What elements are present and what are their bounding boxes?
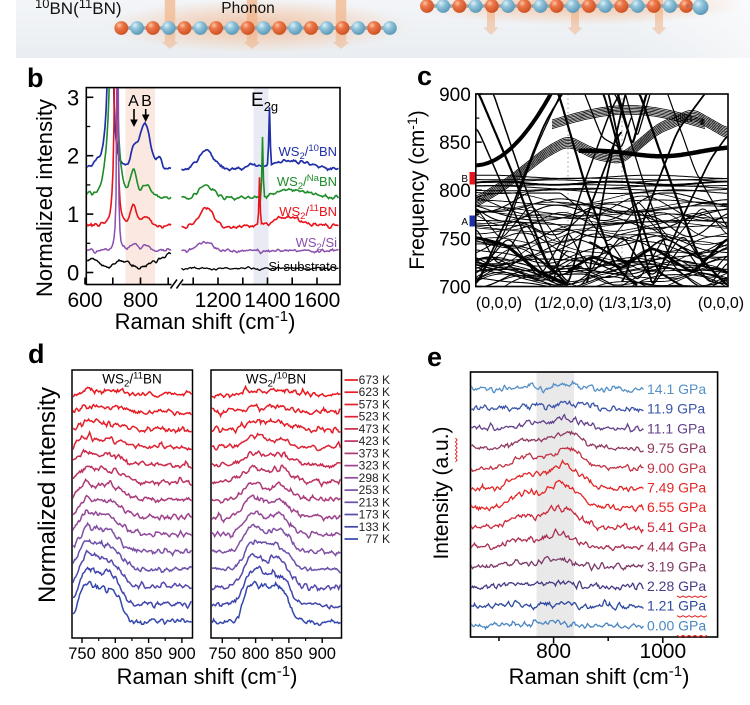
svg-text:A: A [461,217,468,228]
svg-text:c: c [417,61,432,91]
svg-text:900: 900 [168,645,196,663]
svg-text:b: b [27,63,44,93]
svg-text:Si substrate: Si substrate [268,259,337,274]
svg-text:298 K: 298 K [359,471,390,485]
svg-text:(1/3,1/3,0): (1/3,1/3,0) [599,295,672,312]
svg-text:WS2/Si: WS2/Si [296,235,338,253]
svg-text:2: 2 [67,144,79,169]
svg-text:700: 700 [439,278,471,299]
svg-text:14.1 GPa: 14.1 GPa [647,381,706,397]
svg-text:Frequency (cm-1): Frequency (cm-1) [404,110,429,270]
svg-text:A: A [128,93,139,110]
svg-text:800: 800 [242,645,270,663]
svg-text:323 K: 323 K [359,459,390,473]
svg-text:5.41 GPa: 5.41 GPa [647,519,706,535]
svg-text:d: d [28,339,45,369]
svg-text:800: 800 [439,181,471,202]
svg-text:213 K: 213 K [359,495,390,509]
svg-text:Phonon: Phonon [221,0,274,17]
svg-text:1: 1 [67,202,79,227]
svg-text:1.21 GPa: 1.21 GPa [647,598,706,614]
svg-text:423 K: 423 K [359,434,390,448]
svg-text:Intensity (a.u.): Intensity (a.u.) [430,426,453,559]
svg-text:77 K: 77 K [365,532,390,546]
svg-text:1000: 1000 [639,640,686,663]
svg-text:900: 900 [308,645,336,663]
svg-text:9.75 GPa: 9.75 GPa [647,440,706,456]
svg-text:3.19 GPa: 3.19 GPa [647,558,706,574]
svg-text:Normalized intensity: Normalized intensity [32,99,57,297]
svg-text:523 K: 523 K [359,410,390,424]
svg-text:750: 750 [439,229,471,250]
svg-text:800: 800 [102,645,130,663]
svg-text:0: 0 [67,261,79,286]
svg-text:850: 850 [135,645,163,663]
svg-text:B: B [461,174,468,185]
svg-text:750: 750 [68,645,96,663]
svg-text:6.55 GPa: 6.55 GPa [647,499,706,515]
svg-text:11.1 GPa: 11.1 GPa [647,420,705,436]
svg-text:Normalized intensity: Normalized intensity [34,387,61,603]
svg-text:WS2/10BN: WS2/10BN [278,143,337,162]
svg-text:1200: 1200 [195,289,242,312]
svg-text:0.00 GPa: 0.00 GPa [647,617,706,633]
svg-text:Raman shift (cm-1): Raman shift (cm-1) [509,663,690,689]
svg-text:2.28 GPa: 2.28 GPa [647,578,706,594]
svg-text:1400: 1400 [244,289,291,312]
svg-text:11.9 GPa: 11.9 GPa [647,401,705,417]
svg-text:133 K: 133 K [359,520,390,534]
svg-text:900: 900 [439,85,471,106]
svg-text:3: 3 [67,85,79,110]
svg-text:1600: 1600 [294,289,341,312]
svg-text:Raman shift (cm-1): Raman shift (cm-1) [115,308,296,334]
svg-text:4.44 GPa: 4.44 GPa [647,539,706,555]
svg-text:673 K: 673 K [359,373,390,387]
svg-text:253 K: 253 K [359,483,390,497]
svg-text:600: 600 [67,289,102,312]
svg-text:750: 750 [209,645,237,663]
svg-text:850: 850 [275,645,303,663]
svg-text:WS2/11BN: WS2/11BN [102,371,161,390]
svg-text:9.00 GPa: 9.00 GPa [647,460,706,476]
svg-text:800: 800 [536,640,571,663]
svg-text:10BN(11BN): 10BN(11BN) [35,0,122,18]
svg-text:473 K: 473 K [359,422,390,436]
svg-text:7.49 GPa: 7.49 GPa [647,480,706,496]
svg-text:800: 800 [123,289,158,312]
svg-text:573 K: 573 K [359,398,390,412]
svg-text:623 K: 623 K [359,385,390,399]
svg-text:173 K: 173 K [359,508,390,522]
svg-text:WS2/NaBN: WS2/NaBN [277,173,337,192]
svg-text:(0,0,0): (0,0,0) [698,295,744,312]
svg-text:(1/2,0,0): (1/2,0,0) [534,295,594,312]
svg-text:850: 850 [439,133,471,154]
svg-text:e: e [427,342,442,372]
svg-text:Raman shift (cm-1): Raman shift (cm-1) [117,663,298,689]
svg-text:B: B [141,93,152,110]
svg-text:WS2/10BN: WS2/10BN [246,371,306,390]
svg-text:373 K: 373 K [359,446,390,460]
svg-text:(0,0,0): (0,0,0) [476,295,522,312]
